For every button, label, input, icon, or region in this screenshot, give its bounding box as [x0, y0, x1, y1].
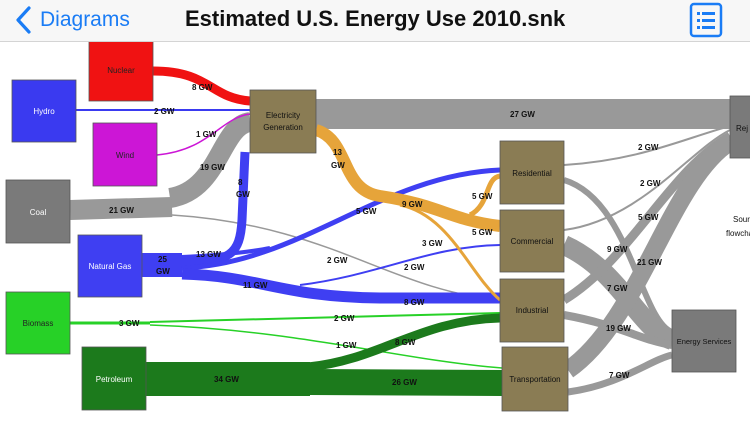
node-natural-gas[interactable]	[77, 234, 143, 298]
label-hydro: Hydro	[33, 107, 55, 116]
side-text-flowchart: flowcha	[726, 229, 750, 238]
flow-label: 3 GW	[422, 239, 443, 248]
node-biomass[interactable]	[5, 291, 71, 355]
label-rejected: Rej	[736, 124, 748, 133]
node-electricity-generation[interactable]	[249, 89, 317, 154]
flow-label: 9 GW	[402, 200, 423, 209]
label-commercial: Commercial	[511, 237, 554, 246]
flow-label: 7 GW	[607, 284, 628, 293]
flow-label: 21 GW	[637, 258, 662, 267]
flow-label: 5 GW	[356, 207, 377, 216]
flow-res-rej	[563, 125, 731, 166]
flow-label: GW	[236, 190, 250, 199]
flow-label: 2 GW	[327, 256, 348, 265]
label-wind: Wind	[116, 151, 134, 160]
flow-label: 5 GW	[472, 192, 493, 201]
flow-bio-trans	[149, 324, 503, 369]
label-residential: Residential	[512, 169, 552, 178]
flow-label: 2 GW	[640, 179, 661, 188]
node-commercial[interactable]	[499, 209, 565, 273]
chevron-left-icon	[16, 6, 31, 34]
node-rejected[interactable]	[729, 95, 750, 159]
flow-label: 2 GW	[334, 314, 355, 323]
flow-ng-ind	[181, 268, 500, 304]
flow-label: 2 GW	[154, 107, 175, 116]
flow-elec-res	[313, 124, 501, 232]
flow-label: 19 GW	[606, 324, 631, 333]
flow-label: 2 GW	[404, 263, 425, 272]
flow-label: 19 GW	[200, 163, 225, 172]
flow-label: 5 GW	[638, 213, 659, 222]
sankey-diagram: Nuclear Hydro Wind Coal Natural Gas Biom…	[5, 42, 750, 412]
flow-com-rej	[563, 129, 731, 231]
flow-label: 3 GW	[119, 319, 140, 328]
flow-label: 34 GW	[214, 375, 239, 384]
node-petroleum[interactable]	[81, 346, 147, 411]
flow-label: 5 GW	[472, 228, 493, 237]
label-coal: Coal	[30, 208, 47, 217]
flow-label: 27 GW	[510, 110, 535, 119]
flow-label: 8 GW	[395, 338, 416, 347]
flow-label: 1 GW	[196, 130, 217, 139]
flow-label: 25	[158, 255, 167, 264]
flow-label: 8 GW	[192, 83, 213, 92]
label-electricity: Electricity	[266, 111, 300, 120]
node-coal[interactable]	[5, 179, 71, 244]
flow-bio-ind	[149, 312, 501, 323]
flow-label: GW	[156, 267, 170, 276]
navigation-bar: Diagrams Estimated U.S. Energy Use 2010.…	[0, 0, 750, 42]
flow-coal-out	[69, 197, 173, 220]
flow-label: 13 GW	[196, 250, 221, 259]
label-petroleum: Petroleum	[96, 375, 133, 384]
flow-label: 2 GW	[638, 143, 659, 152]
node-hydro[interactable]	[11, 79, 77, 143]
page-title: Estimated U.S. Energy Use 2010.snk	[185, 6, 566, 31]
flow-label: 11 GW	[243, 281, 268, 290]
label-energy-services: Energy Services	[677, 337, 732, 346]
flow-label: GW	[331, 161, 345, 170]
flow-label: 21 GW	[109, 206, 134, 215]
flow-nuclear-elec	[152, 66, 251, 106]
flow-trans-es	[567, 351, 673, 396]
back-button-label: Diagrams	[40, 8, 130, 31]
flow-label: 9 GW	[607, 245, 628, 254]
flow-wind-elec	[156, 113, 251, 156]
flow-label: 8	[238, 178, 243, 187]
flow-ng-res	[181, 167, 501, 271]
label-transportation: Transportation	[509, 375, 560, 384]
flow-elec-ind	[399, 203, 501, 302]
flow-label: 26 GW	[392, 378, 417, 387]
label-generation: Generation	[263, 123, 303, 132]
flow-coal-elec	[167, 112, 253, 208]
node-wind[interactable]	[92, 122, 158, 187]
flow-elec-res-top	[468, 173, 501, 218]
flow-label: 8 GW	[404, 298, 425, 307]
label-industrial: Industrial	[516, 306, 549, 315]
side-text-source: Sour	[733, 215, 750, 224]
flow-ind-es	[563, 311, 673, 349]
node-residential[interactable]	[499, 140, 565, 205]
flow-trans-rej	[562, 134, 736, 378]
node-transportation[interactable]	[501, 346, 569, 412]
node-energy-services[interactable]	[671, 309, 737, 373]
label-biomass: Biomass	[23, 319, 54, 328]
flow-label: 13	[333, 148, 342, 157]
flow-label: 7 GW	[609, 371, 630, 380]
node-nuclear[interactable]	[88, 42, 154, 102]
flow-label: 1 GW	[336, 341, 357, 350]
list-icon[interactable]	[689, 2, 723, 38]
flow-pet-ind	[307, 313, 501, 372]
sankey-canvas[interactable]: Nuclear Hydro Wind Coal Natural Gas Biom…	[0, 42, 750, 422]
label-nuclear: Nuclear	[107, 66, 135, 75]
back-button[interactable]: Diagrams	[14, 5, 130, 35]
flow-ng-com	[299, 244, 501, 286]
node-industrial[interactable]	[499, 278, 565, 343]
flow-pet-trans	[307, 369, 503, 396]
label-natural-gas: Natural Gas	[89, 262, 132, 271]
